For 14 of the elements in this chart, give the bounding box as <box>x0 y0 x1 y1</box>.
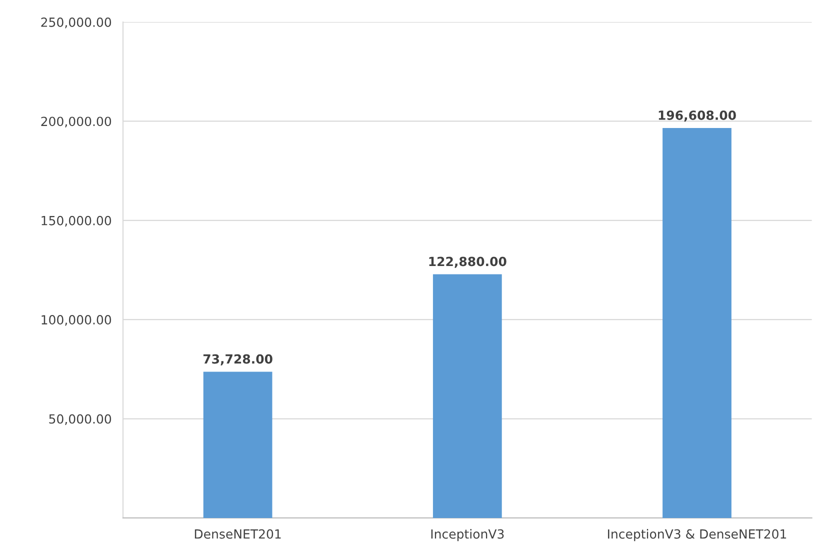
x-tick-label: DenseNET201 <box>194 529 281 539</box>
data-label: 122,880.00 <box>429 256 506 268</box>
x-tick-label: InceptionV3 & DenseNET201 <box>608 529 786 542</box>
bar <box>203 372 272 518</box>
data-label: 73,728.00 <box>203 354 272 366</box>
x-tick-label: InceptionV3 <box>431 529 504 542</box>
y-tick-label: 150,000.00 <box>42 216 112 227</box>
bar <box>662 128 732 518</box>
y-tick-label: 250,000.00 <box>41 18 112 28</box>
y-tick-label: 50,000.00 <box>49 414 112 425</box>
y-tick-label: 200,000.00 <box>41 116 112 128</box>
data-label: 196,608.00 <box>658 110 736 122</box>
bar <box>432 274 502 518</box>
y-tick-label: 100,000.00 <box>42 315 112 326</box>
